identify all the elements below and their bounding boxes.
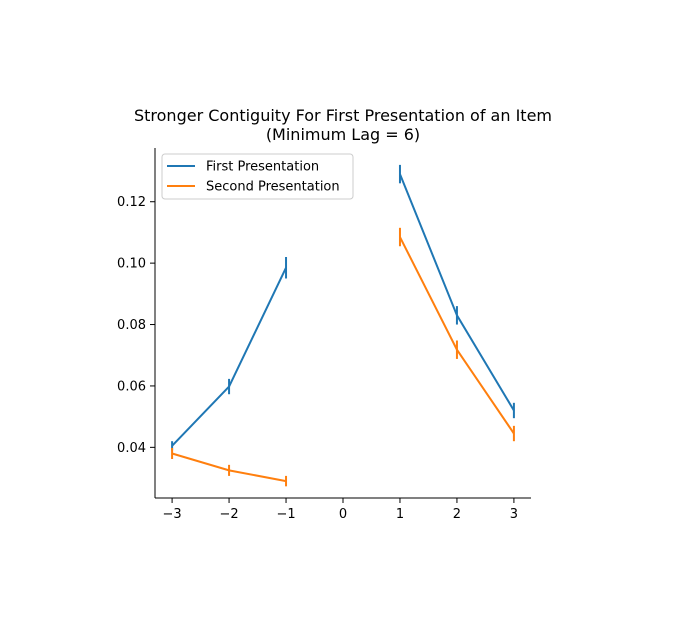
y-tick-label: 0.12 xyxy=(117,195,146,210)
chart-subtitle: (Minimum Lag = 6) xyxy=(266,125,420,144)
y-tick-label: 0.04 xyxy=(117,441,146,456)
series-line xyxy=(171,267,287,447)
series-first-presentation xyxy=(171,164,515,451)
x-tick-label: 1 xyxy=(396,507,404,522)
y-tick-label: 0.10 xyxy=(117,257,146,272)
series-line xyxy=(399,236,515,435)
y-tick-label: 0.06 xyxy=(117,379,146,394)
y-tick-label: 0.08 xyxy=(117,318,146,333)
series-second-presentation xyxy=(171,227,515,487)
x-tick-label: 3 xyxy=(510,507,518,522)
series-layer xyxy=(171,164,515,487)
series-line xyxy=(399,173,515,412)
legend-label: Second Presentation xyxy=(206,180,340,195)
legend-label: First Presentation xyxy=(206,160,319,175)
chart-title: Stronger Contiguity For First Presentati… xyxy=(134,106,552,125)
legend: First Presentation Second Presentation xyxy=(161,153,354,200)
x-tick-label: 2 xyxy=(453,507,461,522)
x-axis-ticks: −3 −2 −1 0 1 2 3 xyxy=(163,498,518,522)
legend-box xyxy=(161,153,354,200)
x-tick-label: 0 xyxy=(339,507,347,522)
x-tick-label: −2 xyxy=(219,507,238,522)
y-axis-ticks: 0.04 0.06 0.08 0.10 0.12 xyxy=(117,195,155,456)
x-tick-label: −3 xyxy=(163,507,182,522)
x-tick-label: −1 xyxy=(276,507,295,522)
